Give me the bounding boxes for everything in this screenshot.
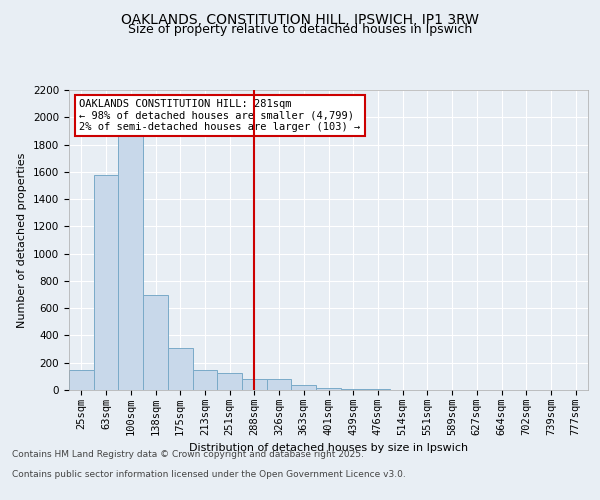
Bar — [267, 379, 292, 390]
Text: Size of property relative to detached houses in Ipswich: Size of property relative to detached ho… — [128, 24, 472, 36]
Bar — [69, 370, 94, 390]
Bar — [168, 348, 193, 390]
Bar — [242, 379, 267, 390]
X-axis label: Distribution of detached houses by size in Ipswich: Distribution of detached houses by size … — [189, 444, 468, 454]
Text: OAKLANDS CONSTITUTION HILL: 281sqm
← 98% of detached houses are smaller (4,799)
: OAKLANDS CONSTITUTION HILL: 281sqm ← 98%… — [79, 99, 361, 132]
Bar — [193, 370, 217, 390]
Bar — [341, 389, 365, 390]
Bar — [94, 174, 118, 390]
Y-axis label: Number of detached properties: Number of detached properties — [17, 152, 28, 328]
Bar — [118, 131, 143, 390]
Bar — [316, 388, 341, 390]
Bar — [143, 294, 168, 390]
Text: Contains public sector information licensed under the Open Government Licence v3: Contains public sector information licen… — [12, 470, 406, 479]
Bar — [292, 385, 316, 390]
Text: Contains HM Land Registry data © Crown copyright and database right 2025.: Contains HM Land Registry data © Crown c… — [12, 450, 364, 459]
Bar — [217, 373, 242, 390]
Text: OAKLANDS, CONSTITUTION HILL, IPSWICH, IP1 3RW: OAKLANDS, CONSTITUTION HILL, IPSWICH, IP… — [121, 12, 479, 26]
